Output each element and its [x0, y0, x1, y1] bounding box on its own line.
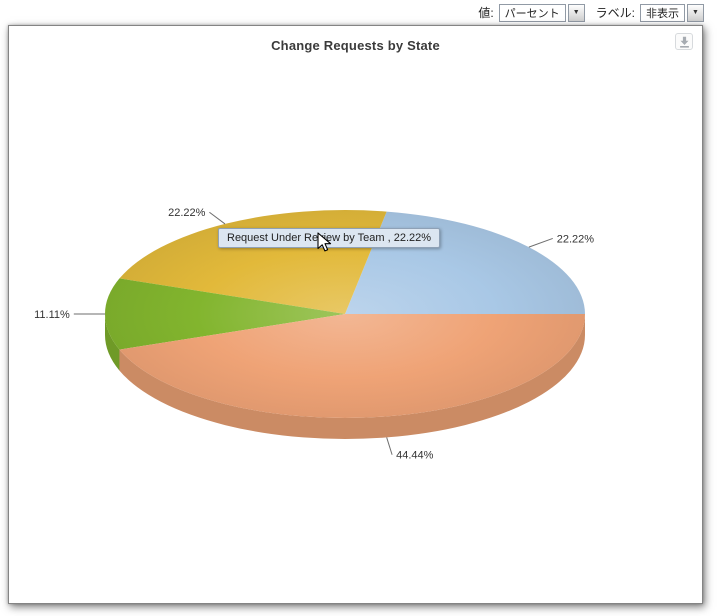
tooltip: Request Under Review by Team , 22.22%: [218, 228, 441, 248]
pie-slice[interactable]: [119, 314, 586, 419]
pie-chart: 22.22% 22.22% 11.11% 44.44%: [34, 207, 595, 462]
label-leader-line: [386, 437, 393, 455]
slice-label: 44.44%: [396, 450, 434, 462]
slice-label: 22.22%: [168, 207, 206, 219]
pie-slice[interactable]: [345, 211, 585, 314]
chart-panel: Change Requests by State 22.22% 22.22% 11.…: [8, 25, 703, 604]
tooltip-text: Request Under Review by Team , 22.22%: [227, 232, 432, 244]
chevron-down-icon: ▼: [692, 9, 699, 16]
label-leader-line: [528, 237, 553, 248]
pie-slice-rim: [105, 314, 120, 371]
download-button[interactable]: [675, 33, 693, 50]
value-combobox-value[interactable]: パーセント: [498, 3, 566, 22]
pie-slice[interactable]: [104, 278, 345, 350]
label-combobox-dropdown-button[interactable]: ▼: [687, 3, 704, 22]
mouse-cursor: [317, 232, 332, 252]
download-icon: [679, 36, 689, 48]
value-combobox[interactable]: パーセント ▼: [498, 3, 585, 22]
chevron-down-icon: ▼: [572, 9, 580, 16]
value-label: 値:: [478, 6, 494, 20]
toolbar: 値: パーセント ▼ ラベル: 非表示 ▼: [478, 2, 704, 23]
label-combobox-value[interactable]: 非表示: [640, 3, 685, 22]
value-combobox-dropdown-button[interactable]: ▼: [567, 3, 585, 22]
pie-slice-rim: [119, 314, 586, 440]
slice-label: 22.22%: [557, 233, 595, 245]
slice-label: 11.11%: [34, 309, 70, 321]
label-label: ラベル:: [595, 6, 635, 20]
label-leader-line: [209, 211, 226, 225]
chart-title: Change Requests by State: [271, 38, 440, 53]
label-combobox[interactable]: 非表示 ▼: [640, 3, 704, 22]
